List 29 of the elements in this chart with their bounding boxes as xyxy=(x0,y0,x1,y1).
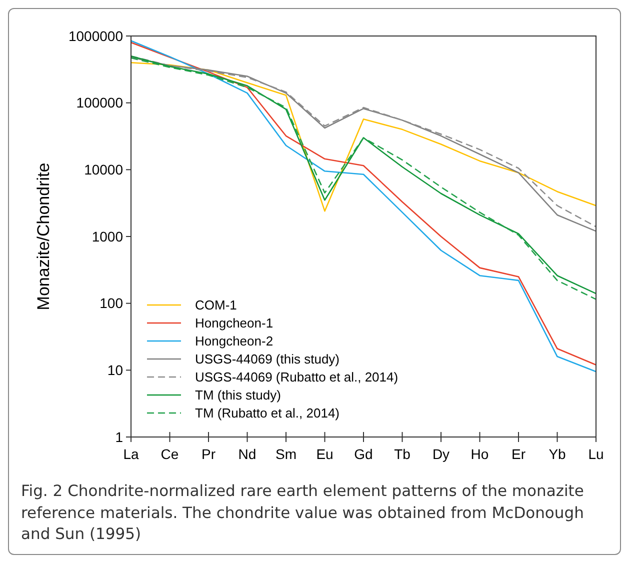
y-tick-label: 100000 xyxy=(76,94,124,111)
x-tick-label: Tb xyxy=(394,446,411,462)
x-tick-label: Ho xyxy=(470,446,489,462)
y-tick-label: 1000000 xyxy=(68,28,124,44)
x-tick-label: Yb xyxy=(548,446,566,462)
y-tick-label: 10 xyxy=(107,362,124,378)
x-tick-label: Ce xyxy=(160,446,179,462)
y-tick-label: 1 xyxy=(115,428,124,445)
legend-label: TM (this study) xyxy=(195,388,281,403)
x-tick-label: Er xyxy=(512,446,526,462)
y-tick-label: 100 xyxy=(100,295,124,312)
y-tick-label: 10000 xyxy=(84,162,124,178)
x-tick-label: Pr xyxy=(202,446,216,462)
y-axis-title: Monazite/Chondrite xyxy=(34,162,53,310)
legend-label: Hongcheon-1 xyxy=(195,316,274,331)
legend-label: USGS-44069 (this study) xyxy=(195,352,340,367)
x-tick-label: Gd xyxy=(354,446,373,462)
x-tick-label: Nd xyxy=(238,446,256,462)
legend-label: TM (Rubatto et al., 2014) xyxy=(195,406,340,421)
legend-label: COM-1 xyxy=(195,298,237,313)
x-tick-label: La xyxy=(123,446,139,462)
x-tick-label: Sm xyxy=(276,446,296,462)
x-tick-label: Eu xyxy=(316,446,334,462)
y-tick-label: 1000 xyxy=(92,228,124,244)
x-tick-label: Dy xyxy=(432,446,450,462)
legend-label: Hongcheon-2 xyxy=(195,334,274,349)
legend-label: USGS-44069 (Rubatto et al., 2014) xyxy=(195,370,398,385)
caption: Fig. 2 Chondrite-normalized rare earth element patterns of the monazite reference materials. The chondrite value was obtained from McDonough and Sun (1995) xyxy=(20,481,585,546)
x-tick-label: Lu xyxy=(588,446,604,462)
